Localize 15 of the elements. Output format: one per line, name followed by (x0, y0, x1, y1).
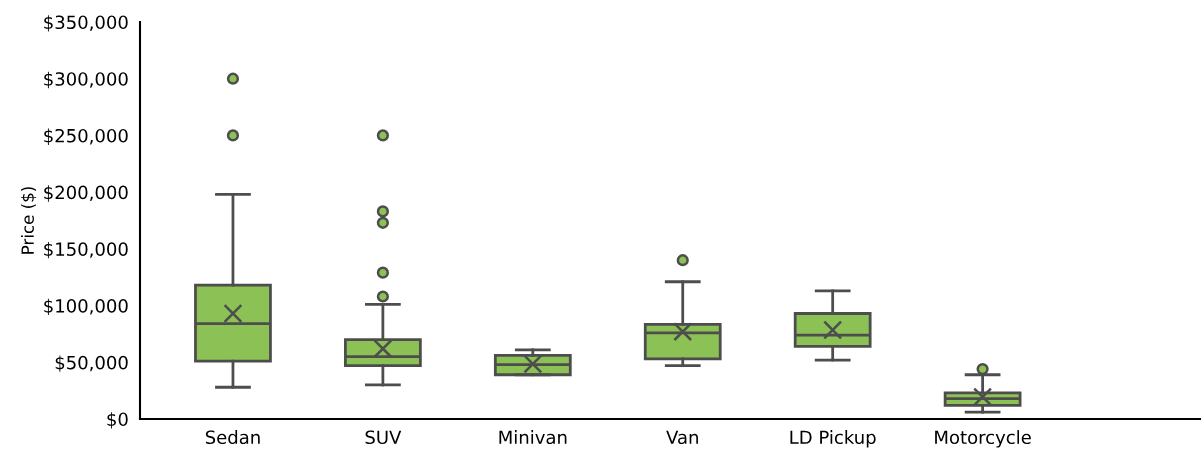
x-tick-label: Sedan (205, 430, 260, 445)
y-axis-title: Price ($) (21, 187, 37, 254)
x-tick-label: SUV (365, 430, 402, 445)
y-tick-label: $300,000 (44, 71, 128, 89)
y-tick-label: $50,000 (55, 355, 128, 372)
y-tick-label: $100,000 (44, 298, 128, 316)
y-tick-label: $0 (107, 412, 128, 429)
x-tick-label: Van (666, 430, 698, 445)
y-tick-label: $350,000 (44, 15, 128, 32)
x-tick-label: Minivan (499, 430, 567, 445)
x-tick-label: LD Pickup (790, 430, 876, 448)
x-tick-label: Motorcycle (935, 430, 1031, 448)
y-tick-label: $150,000 (44, 242, 128, 259)
y-tick-label: $250,000 (44, 128, 128, 145)
y-tick-label: $200,000 (44, 185, 128, 202)
